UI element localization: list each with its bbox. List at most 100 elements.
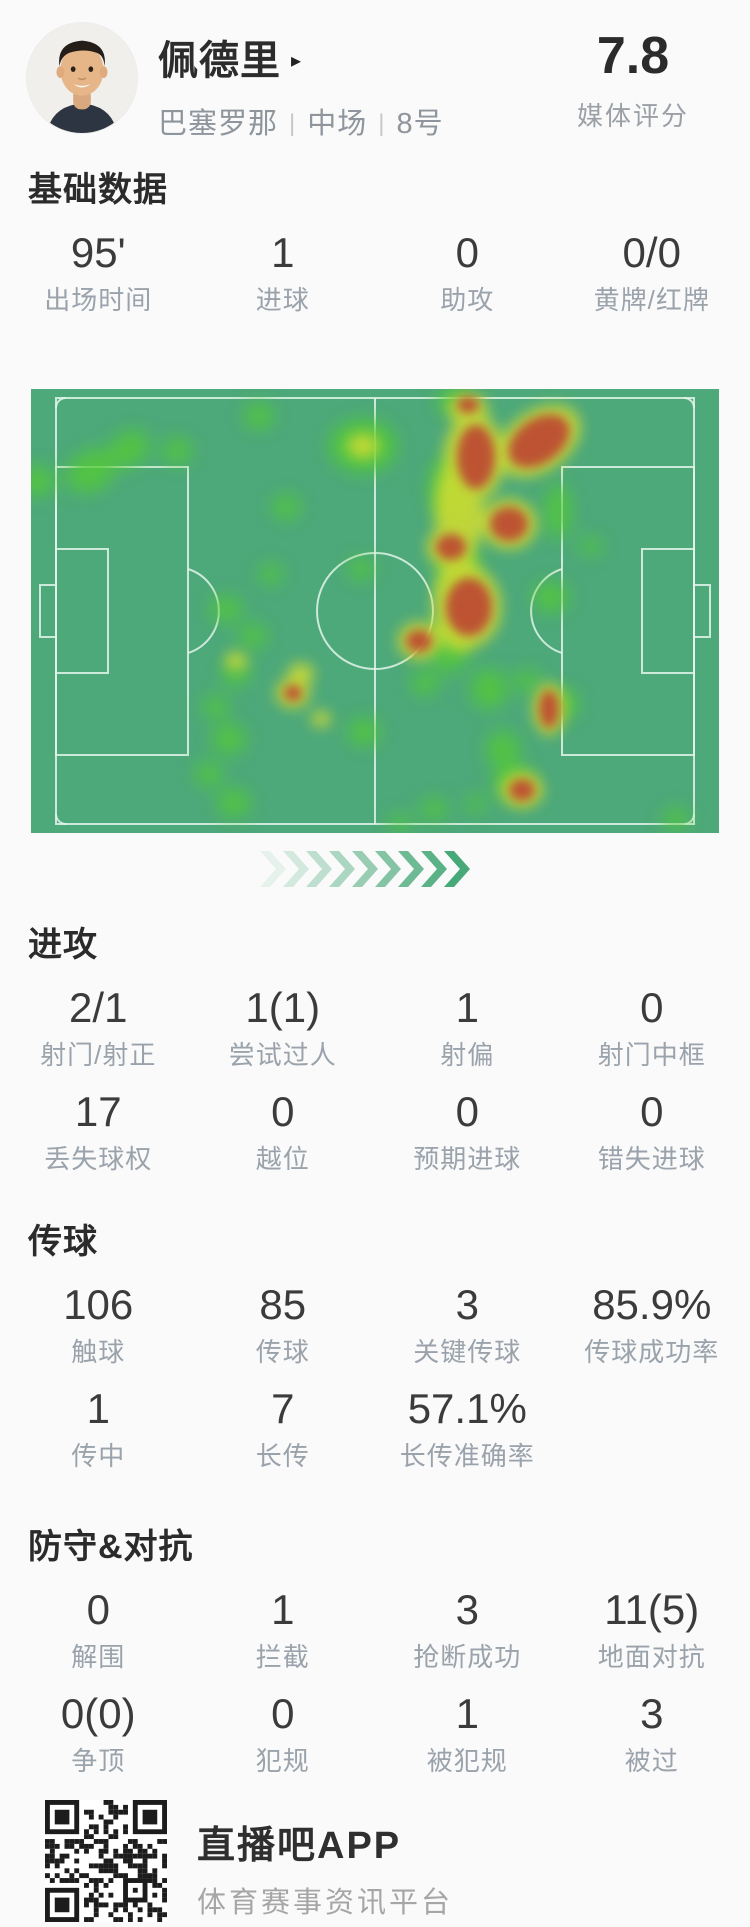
stat-value: 1: [455, 1690, 479, 1737]
player-avatar: [26, 22, 138, 134]
stat-value: 0: [640, 984, 664, 1031]
stat-item: 1 传中: [6, 1385, 191, 1471]
stat-item: 0(0) 争顶: [6, 1690, 191, 1776]
stat-value: 106: [63, 1281, 134, 1328]
stat-item: 0 预期进球: [375, 1088, 560, 1174]
stat-item: 0 犯规: [191, 1690, 376, 1776]
stat-value: 1: [271, 1586, 295, 1633]
stat-item: 0 解围: [6, 1586, 191, 1672]
stat-label: 传中: [71, 1441, 126, 1471]
stat-item: 0 助攻: [375, 229, 560, 315]
stat-label: 错失进球: [597, 1144, 706, 1174]
media-rating: 7.8 媒体评分: [558, 22, 708, 133]
stat-value: 1(1): [245, 984, 321, 1031]
stat-item: 1 被犯规: [375, 1690, 560, 1776]
stat-label: 进球: [255, 285, 310, 315]
stat-row: 2/1 射门/射正 1(1) 尝试过人 1 射偏 0 射门中框: [6, 984, 744, 1070]
stat-item: 3 被过: [560, 1690, 745, 1776]
stat-value: 1: [86, 1385, 110, 1432]
stat-label: 抢断成功: [413, 1642, 522, 1672]
stat-label: 越位: [255, 1144, 310, 1174]
meta-item: 8号: [396, 108, 444, 140]
stat-item: 0 错失进球: [560, 1088, 745, 1174]
stat-item: 0/0 黄牌/红牌: [560, 229, 745, 315]
stat-value: 17: [74, 1088, 122, 1135]
player-name-button[interactable]: 佩德里 ▸: [158, 28, 558, 86]
player-header: 佩德里 ▸ 巴塞罗那 | 中场 | 8号 7.8 媒体评分: [0, 0, 750, 142]
stat-label: 助攻: [440, 285, 495, 315]
player-meta: 巴塞罗那 | 中场 | 8号: [158, 100, 558, 142]
stat-label: 关键传球: [413, 1337, 522, 1367]
stat-value: 0: [640, 1088, 664, 1135]
stat-label: 射门中框: [597, 1040, 706, 1070]
stat-row: 95' 出场时间 1 进球 0 助攻 0/0 黄牌/红牌: [6, 229, 744, 315]
stat-item: 11(5) 地面对抗: [560, 1586, 745, 1672]
stat-item: 17 丢失球权: [6, 1088, 191, 1174]
chevrons-right-icon: [260, 851, 470, 887]
stat-value: 3: [455, 1281, 479, 1328]
meta-separator: |: [378, 110, 386, 137]
stat-item: 1(1) 尝试过人: [191, 984, 376, 1070]
meta-separator: |: [289, 110, 297, 137]
stat-item: 1 进球: [191, 229, 376, 315]
defense-stats: 0 解围 1 拦截 3 抢断成功 11(5) 地面对抗 0(0) 争顶 0 犯规 1 被犯规 3 被过: [0, 1586, 750, 1776]
stat-value: 11(5): [604, 1586, 700, 1633]
stat-label: 射偏: [440, 1040, 495, 1070]
stat-label: 解围: [71, 1642, 126, 1672]
basic-stats: 95' 出场时间 1 进球 0 助攻 0/0 黄牌/红牌: [0, 229, 750, 315]
stat-item: 3 关键传球: [375, 1281, 560, 1367]
player-portrait-icon: [27, 23, 137, 133]
stat-row: 0(0) 争顶 0 犯规 1 被犯规 3 被过: [6, 1690, 744, 1776]
stat-item: 57.1% 长传准确率: [375, 1385, 560, 1471]
stat-label: 黄牌/红牌: [593, 285, 710, 315]
stat-value: 3: [640, 1690, 664, 1737]
stat-value: 57.1%: [407, 1385, 527, 1432]
section-title-basic: 基础数据: [28, 171, 168, 209]
stat-label: 传球: [255, 1337, 310, 1367]
section-title-defense: 防守&对抗: [28, 1528, 194, 1566]
stat-item: 95' 出场时间: [6, 229, 191, 315]
stat-value: 0: [86, 1586, 110, 1633]
chevron-divider: [0, 851, 750, 887]
stat-value: 0/0: [622, 229, 681, 276]
stat-value: 85.9%: [592, 1281, 712, 1328]
stat-item: 85 传球: [191, 1281, 376, 1367]
stat-label: 争顶: [71, 1746, 126, 1776]
stat-label: 传球成功率: [584, 1337, 720, 1367]
rating-label: 媒体评分: [576, 101, 689, 131]
stat-label: 犯规: [255, 1746, 310, 1776]
stat-value: 3: [455, 1586, 479, 1633]
stat-label: 触球: [71, 1337, 126, 1367]
qr-code-icon: [45, 1800, 167, 1922]
stat-value: 0: [455, 229, 479, 276]
stat-item: 106 触球: [6, 1281, 191, 1367]
stat-item: 2/1 射门/射正: [6, 984, 191, 1070]
stat-value: 0: [271, 1690, 295, 1737]
stat-label: 出场时间: [44, 285, 153, 315]
rating-value: 7.8: [596, 27, 670, 85]
stat-row: 0 解围 1 拦截 3 抢断成功 11(5) 地面对抗: [6, 1586, 744, 1672]
stat-value: 1: [271, 229, 295, 276]
stat-row: 1 传中 7 长传 57.1% 长传准确率: [6, 1385, 744, 1471]
stat-label: 丢失球权: [44, 1144, 153, 1174]
heatmap-pitch: [31, 389, 719, 833]
stat-row: 17 丢失球权 0 越位 0 预期进球 0 错失进球: [6, 1088, 744, 1174]
stat-item: 0 越位: [191, 1088, 376, 1174]
stat-label: 长传准确率: [399, 1441, 535, 1471]
stat-item: 1 射偏: [375, 984, 560, 1070]
stat-label: 拦截: [255, 1642, 310, 1672]
section-title-attack: 进攻: [28, 926, 98, 964]
stat-label: 尝试过人: [228, 1040, 337, 1070]
stat-item: 7 长传: [191, 1385, 376, 1471]
section-title-passing: 传球: [28, 1223, 98, 1261]
app-name: 直播吧APP: [197, 1825, 402, 1867]
stat-value: 95': [70, 229, 126, 276]
stat-value: 0: [271, 1088, 295, 1135]
meta-item: 中场: [307, 108, 368, 140]
stat-value: 1: [455, 984, 479, 1031]
stat-label: 长传: [255, 1441, 310, 1471]
stat-label: 预期进球: [413, 1144, 522, 1174]
stat-value: 2/1: [69, 984, 128, 1031]
stat-label: 被犯规: [426, 1746, 508, 1776]
